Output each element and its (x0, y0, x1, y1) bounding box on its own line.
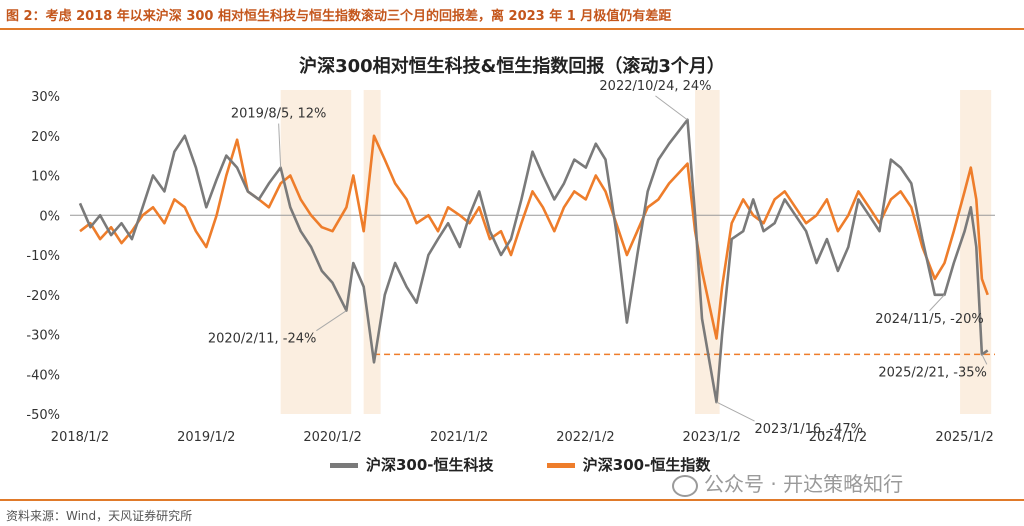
x-tick-label: 2020/1/2 (303, 430, 361, 445)
legend-swatch-hstech (330, 463, 358, 468)
legend-swatch-hsi (546, 463, 575, 468)
figure-header-text: 图 2：考虑 2018 年以来沪深 300 相对恒生科技与恒生指数滚动三个月的回… (6, 9, 672, 24)
footer-divider (0, 499, 1024, 501)
x-tick-label: 2025/1/2 (935, 430, 993, 445)
series-line-hsi (79, 134, 989, 340)
shaded-band-1 (363, 90, 381, 414)
y-tick-label: -10% (26, 249, 60, 264)
annotation-label: 2022/10/24, 24% (599, 79, 711, 94)
annotation-label: 2025/2/21, -35% (878, 365, 987, 380)
x-tick-label: 2021/1/2 (430, 430, 488, 445)
annotation-leader (316, 310, 347, 332)
annotation-label: 2024/11/5, -20% (875, 312, 984, 327)
annotation-leader (929, 294, 945, 312)
annotation-leader (655, 95, 688, 121)
y-axis: 30% 20% 10% 0% -10% -20% -30% -40% -50% (26, 90, 995, 423)
shaded-band-0 (280, 90, 352, 414)
annotation-leader (981, 354, 988, 365)
watermark-text: 公众号 · 开达策略知行 (704, 472, 904, 496)
series-lines (78, 118, 989, 404)
annotation-label: 2019/8/5, 12% (231, 107, 327, 122)
legend-label-hstech: 沪深300-恒生科技 (366, 456, 494, 474)
x-tick-label: 2024/1/2 (809, 430, 867, 445)
x-tick-label: 2023/1/2 (682, 430, 740, 445)
series-line-hstech (78, 118, 989, 404)
legend-item-hsi: 沪深300-恒生指数 (546, 454, 711, 475)
annotation-leader (278, 123, 282, 168)
y-tick-label: -50% (26, 408, 60, 423)
y-tick-label: 20% (31, 130, 60, 145)
legend-item-hstech: 沪深300-恒生科技 (330, 454, 494, 475)
y-tick-label: -30% (26, 329, 60, 344)
legend-label-hsi: 沪深300-恒生指数 (582, 456, 711, 474)
x-tick-label: 2018/1/2 (51, 430, 109, 445)
annotation-leader (716, 401, 755, 422)
chart-title: 沪深300相对恒生科技&恒生指数回报（滚动3个月） (299, 56, 725, 77)
annotation-label: 2023/1/16, -47% (755, 422, 864, 437)
legend: 沪深300-恒生科技 沪深300-恒生指数 (330, 454, 758, 475)
x-tick-label: 2019/1/2 (177, 430, 235, 445)
y-tick-label: 10% (31, 170, 60, 185)
annotations: 2019/8/5, 12% 2020/2/11, -24% 2022/10/24, … (208, 79, 988, 437)
source-note: 资料来源：Wind，天风证券研究所 (6, 509, 193, 523)
x-tick-label: 2022/1/2 (556, 430, 614, 445)
watermark: 公众号 · 开达策略知行 (672, 468, 903, 497)
y-tick-label: -20% (26, 289, 60, 304)
figure-header: 图 2：考虑 2018 年以来沪深 300 相对恒生科技与恒生指数滚动三个月的回… (0, 0, 1024, 30)
y-tick-label: 0% (39, 209, 60, 224)
wechat-icon (672, 474, 698, 497)
y-tick-label: -40% (26, 368, 60, 383)
x-axis: 2018/1/2 2019/1/2 2020/1/2 2021/1/2 2022/1/2… (51, 430, 994, 445)
annotation-label: 2020/2/11, -24% (208, 332, 317, 347)
y-tick-label: 30% (31, 90, 60, 105)
